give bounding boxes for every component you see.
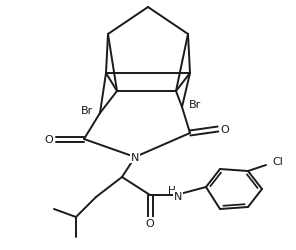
Text: Br: Br <box>189 100 201 110</box>
Text: N: N <box>174 191 182 201</box>
Text: Br: Br <box>81 106 93 116</box>
Text: O: O <box>146 218 155 228</box>
Text: O: O <box>45 134 53 144</box>
Text: H: H <box>168 185 176 195</box>
Text: O: O <box>221 124 229 134</box>
Text: N: N <box>131 152 139 162</box>
Text: Cl: Cl <box>273 156 284 166</box>
